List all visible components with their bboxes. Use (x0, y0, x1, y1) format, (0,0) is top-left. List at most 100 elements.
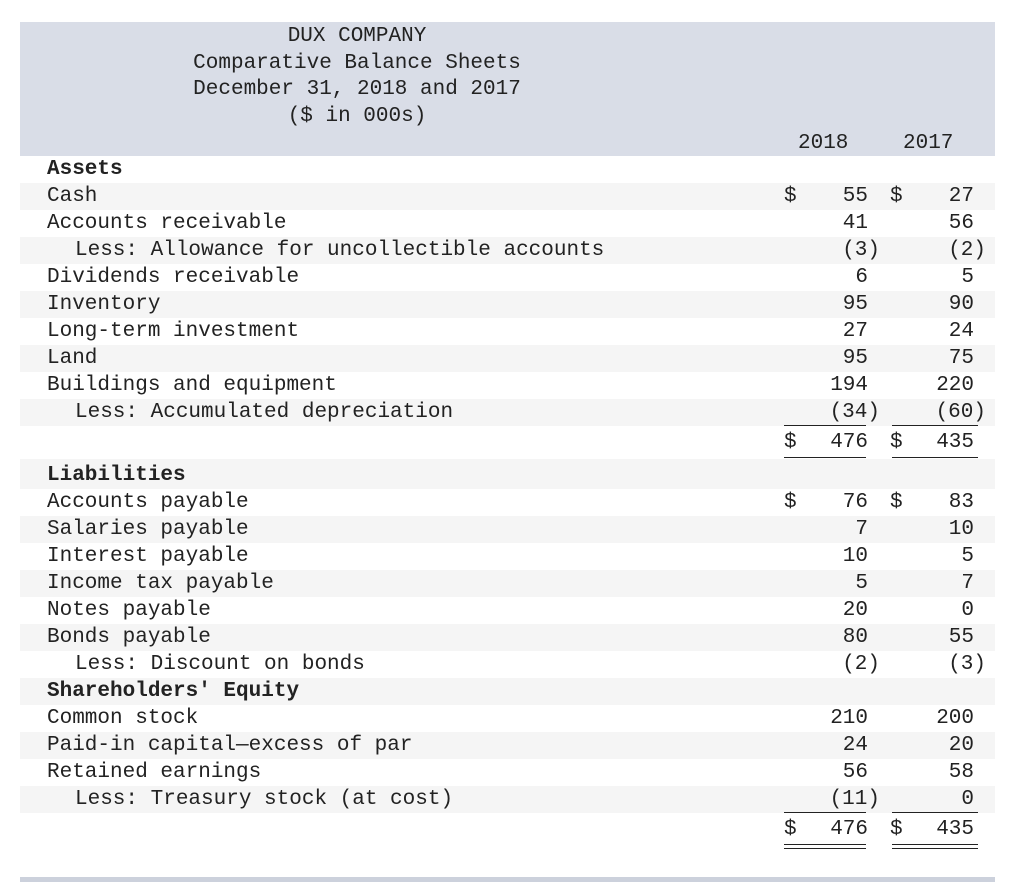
table-row: Paid-in capital—excess of par 24 20 (20, 732, 995, 759)
row-label: Inventory (47, 293, 161, 316)
row-label: Notes payable (47, 599, 211, 622)
row-label: Retained earnings (47, 761, 262, 784)
section-heading-equity: Shareholders' Equity (20, 678, 995, 705)
value-2017: 56 (948, 212, 974, 235)
value-2017: 75 (948, 347, 974, 370)
table-row: Less: Allowance for uncollectible accoun… (20, 237, 995, 264)
table-row: Less: Accumulated depreciation (34) (60) (20, 399, 995, 426)
total-row-assets: $476 $435 (20, 426, 995, 462)
column-header-2018: 2018 (798, 132, 849, 155)
row-label: Dividends receivable (47, 266, 300, 289)
value-2017: 24 (948, 320, 974, 343)
table-row: Notes payable 20 0 (20, 597, 995, 624)
dollar-sign: $ (784, 818, 797, 841)
title-block: DUX COMPANY Comparative Balance Sheets D… (20, 24, 694, 130)
underline (892, 812, 978, 813)
row-label: Accounts payable (47, 491, 249, 514)
table-row: Common stock 210 200 (20, 705, 995, 732)
value-2017: 200 (936, 707, 974, 730)
value-2017: 83 (948, 491, 974, 514)
value-2018: (11) (829, 788, 880, 811)
value-2018: 20 (842, 599, 868, 622)
total-row-liabilities-equity: $476 $435 (20, 813, 995, 849)
table-row: Interest payable 10 5 (20, 543, 995, 570)
value-2018: 41 (842, 212, 868, 235)
value-2018: 194 (830, 374, 868, 397)
dollar-sign: $ (784, 185, 797, 208)
dollar-sign: $ (784, 491, 797, 514)
row-label: Cash (47, 185, 98, 208)
value-2018: 5 (855, 572, 868, 595)
table-row: Land 95 75 (20, 345, 995, 372)
table-row: Cash $55 $27 (20, 183, 995, 210)
table-row: Less: Discount on bonds (2) (3) (20, 651, 995, 678)
value-2017: 7 (961, 572, 974, 595)
dollar-sign: $ (890, 431, 903, 454)
total-2017: 435 (936, 818, 974, 841)
statement-date: December 31, 2018 and 2017 (193, 78, 521, 101)
underline (892, 425, 978, 426)
column-header-2017: 2017 (903, 132, 954, 155)
value-2018: 56 (842, 761, 868, 784)
dollar-sign: $ (890, 491, 903, 514)
row-label: Income tax payable (47, 572, 274, 595)
section-heading-assets: Assets (20, 156, 995, 183)
value-2018: 80 (842, 626, 868, 649)
footer-bar (20, 877, 995, 882)
section-label: Liabilities (47, 464, 186, 487)
section-heading-liabilities: Liabilities (20, 462, 995, 489)
row-label: Less: Allowance for uncollectible accoun… (75, 239, 605, 262)
table-row: Accounts payable $76 $83 (20, 489, 995, 516)
table-row: Dividends receivable 6 5 (20, 264, 995, 291)
row-label: Common stock (47, 707, 199, 730)
row-label: Salaries payable (47, 518, 249, 541)
value-2018: 24 (842, 734, 868, 757)
section-label: Shareholders' Equity (47, 680, 300, 703)
dollar-sign: $ (890, 818, 903, 841)
value-2018: 55 (842, 185, 868, 208)
company-name: DUX COMPANY (287, 25, 427, 48)
value-2017: 20 (948, 734, 974, 757)
underline (784, 812, 866, 813)
dollar-sign: $ (784, 431, 797, 454)
value-2017: 27 (948, 185, 974, 208)
value-2017: 220 (936, 374, 974, 397)
value-2017: (60) (935, 401, 986, 424)
row-label: Accounts receivable (47, 212, 287, 235)
value-2017: (3) (948, 653, 986, 676)
value-2018: 210 (830, 707, 868, 730)
total-2018: 476 (830, 818, 868, 841)
value-2018: 7 (855, 518, 868, 541)
section-label: Assets (47, 158, 123, 181)
value-2017: 5 (961, 266, 974, 289)
row-label: Less: Discount on bonds (75, 653, 365, 676)
table-row: Less: Treasury stock (at cost) (11) 0 (20, 786, 995, 813)
value-2017: 90 (948, 293, 974, 316)
units-note: ($ in 000s) (287, 104, 427, 128)
statement-title: Comparative Balance Sheets (193, 51, 521, 75)
double-underline (784, 844, 866, 849)
table-row: Income tax payable 5 7 (20, 570, 995, 597)
balance-sheet: DUX COMPANY Comparative Balance Sheets D… (20, 22, 995, 849)
underline (784, 425, 866, 426)
table-row: Accounts receivable 41 56 (20, 210, 995, 237)
value-2017: 10 (948, 518, 974, 541)
value-2017: 55 (948, 626, 974, 649)
value-2018: 95 (842, 347, 868, 370)
value-2018: 6 (855, 266, 868, 289)
double-underline (892, 844, 978, 849)
table-row: Retained earnings 56 58 (20, 759, 995, 786)
row-label: Interest payable (47, 545, 249, 568)
value-2017: 0 (961, 788, 974, 811)
value-2017: 0 (961, 599, 974, 622)
row-label: Paid-in capital—excess of par (47, 734, 413, 757)
value-2017: (2) (948, 239, 986, 262)
dollar-sign: $ (890, 185, 903, 208)
table-row: Inventory 95 90 (20, 291, 995, 318)
value-2018: 10 (842, 545, 868, 568)
table-row: Buildings and equipment 194 220 (20, 372, 995, 399)
value-2018: (2) (842, 653, 880, 676)
value-2018: (34) (829, 401, 880, 424)
row-label: Less: Treasury stock (at cost) (75, 788, 454, 811)
table-row: Bonds payable 80 55 (20, 624, 995, 651)
